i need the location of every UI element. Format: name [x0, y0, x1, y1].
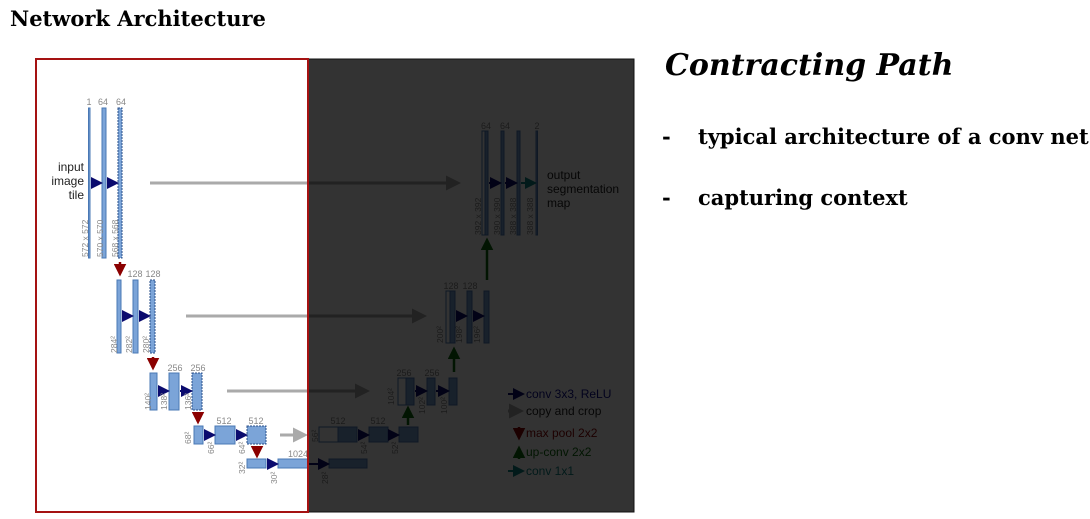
- channel-label: 1024: [288, 449, 308, 459]
- panel-heading: Contracting Path: [665, 48, 953, 83]
- channel-label: 64: [116, 97, 126, 107]
- feature-map: [214, 425, 236, 445]
- highlight-box: [35, 58, 309, 513]
- feature-map: [191, 372, 203, 411]
- channel-label: 512: [216, 416, 231, 426]
- size-label: 136²: [183, 393, 193, 410]
- size-label: 138²: [159, 393, 169, 410]
- channel-label: 256: [167, 363, 182, 373]
- size-label: 280²: [141, 336, 151, 353]
- size-label: 68²: [183, 432, 193, 444]
- channel-label: 1: [86, 97, 91, 107]
- size-label: 572 x 572: [80, 219, 90, 257]
- size-label: 64²: [237, 442, 247, 454]
- input-label: image: [51, 174, 84, 188]
- size-label: 66²: [206, 442, 216, 454]
- slide-title: Network Architecture: [10, 6, 266, 31]
- size-label: 140²: [143, 393, 153, 410]
- dim-overlay: [307, 58, 635, 513]
- bullet-marker: -: [662, 185, 671, 210]
- channel-label: 512: [248, 416, 263, 426]
- input-label: tile: [69, 188, 85, 202]
- channel-label: 256: [190, 363, 205, 373]
- feature-map: [149, 372, 158, 411]
- feature-map: [277, 458, 309, 469]
- size-label: 568 x 568: [110, 219, 120, 257]
- feature-map: [116, 279, 122, 354]
- channel-label: 128: [145, 269, 160, 279]
- size-label: 282²: [124, 336, 134, 353]
- bullet-text: typical architecture of a conv net: [698, 124, 1089, 149]
- size-label: 570 x 570: [95, 219, 105, 257]
- size-label: 30²: [269, 472, 279, 484]
- feature-map: [193, 425, 204, 445]
- input-label: input: [58, 160, 85, 174]
- feature-map: [246, 425, 267, 445]
- feature-map: [246, 458, 267, 469]
- size-label: 32²: [237, 462, 247, 474]
- feature-map: [88, 107, 91, 259]
- size-label: 284²: [109, 336, 119, 353]
- channel-label: 128: [127, 269, 142, 279]
- channel-label: 64: [98, 97, 108, 107]
- feature-map: [168, 372, 180, 411]
- bullet-text: capturing context: [698, 185, 908, 210]
- feature-map: [149, 279, 156, 354]
- bullet-marker: -: [662, 124, 671, 149]
